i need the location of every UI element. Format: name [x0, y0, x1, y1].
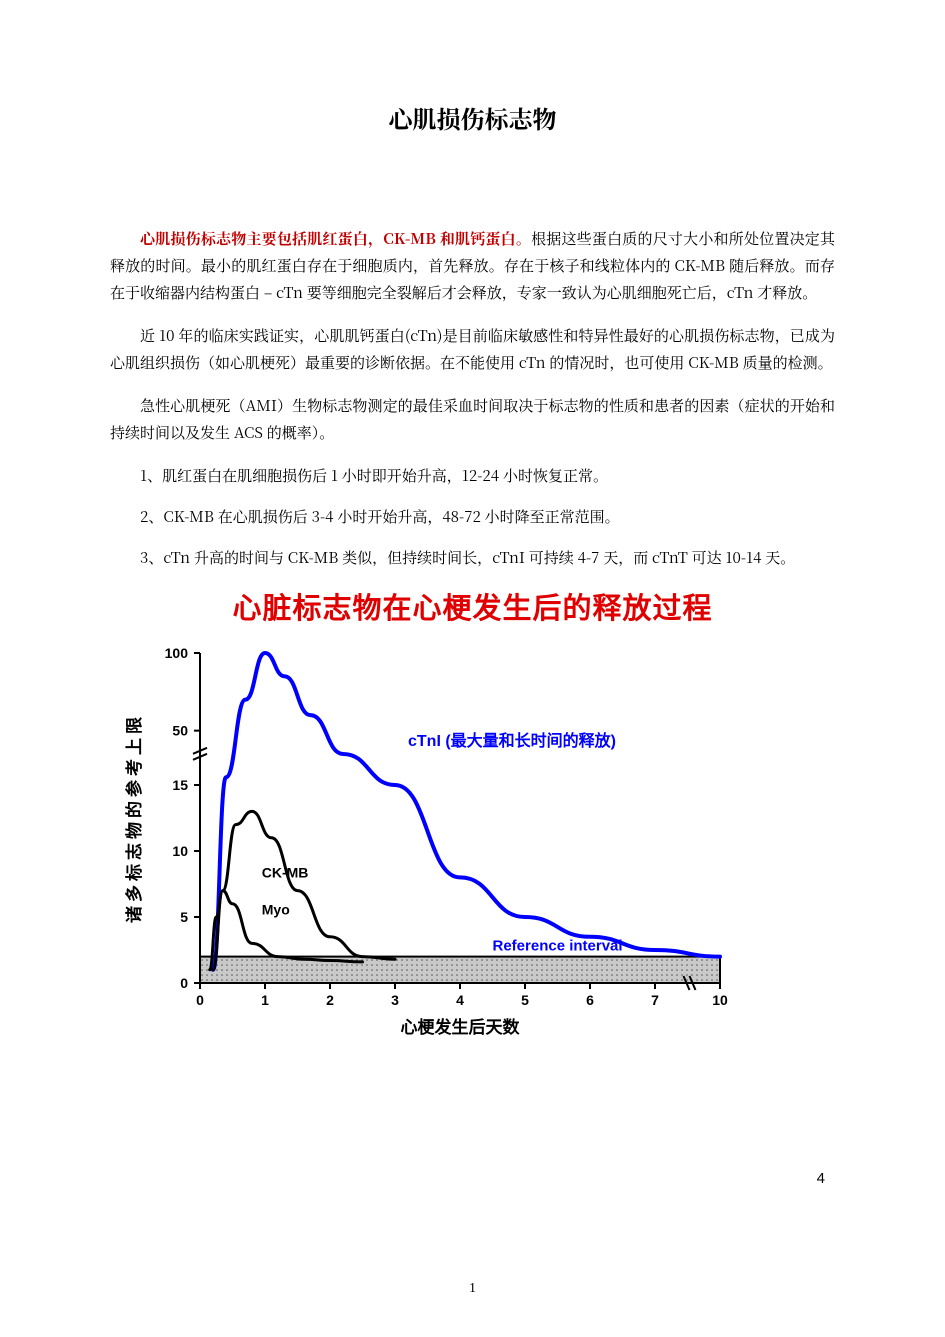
svg-text:Reference interval: Reference interval — [493, 938, 623, 955]
chart-container: 心脏标志物在心梗发生后的释放过程 012345671005101550100cT… — [110, 585, 835, 1068]
svg-text:诸多标志物的参考上限: 诸多标志物的参考上限 — [124, 713, 144, 923]
svg-text:100: 100 — [165, 645, 189, 661]
svg-text:4: 4 — [456, 992, 464, 1008]
paragraph-1: 心肌损伤标志物主要包括肌红蛋白，CK-MB 和肌钙蛋白。根据这些蛋白质的尺寸大小… — [110, 225, 835, 306]
svg-text:2: 2 — [326, 992, 334, 1008]
list-item-2: 2、CK-MB 在心肌损伤后 3-4 小时开始升高，48-72 小时降至正常范围… — [110, 503, 835, 530]
svg-text:0: 0 — [180, 975, 188, 991]
svg-text:10: 10 — [712, 992, 728, 1008]
svg-text:心梗发生后天数: 心梗发生后天数 — [401, 1017, 521, 1037]
svg-text:Myo: Myo — [262, 901, 290, 917]
list-item-1: 1、肌红蛋白在肌细胞损伤后 1 小时即开始升高，12-24 小时恢复正常。 — [110, 462, 835, 489]
paragraph-1-lead: 心肌损伤标志物主要包括肌红蛋白，CK-MB 和肌钙蛋白。 — [140, 228, 531, 249]
paragraph-3: 急性心肌梗死（AMI）生物标志物测定的最佳采血时间取决于标志物的性质和患者的因素… — [110, 392, 835, 446]
svg-text:10: 10 — [172, 843, 188, 859]
svg-text:15: 15 — [172, 777, 188, 793]
slide-number: 4 — [817, 1170, 825, 1187]
svg-text:7: 7 — [651, 992, 659, 1008]
list-item-3: 3、cTn 升高的时间与 CK-MB 类似，但持续时间长，cTnI 可持续 4-… — [110, 544, 835, 571]
svg-text:50: 50 — [172, 723, 188, 739]
paragraph-2: 近 10 年的临床实践证实，心肌肌钙蛋白(cTn)是目前临床敏感性和特异性最好的… — [110, 322, 835, 376]
page-number: 1 — [0, 1281, 945, 1297]
chart-title: 心脏标志物在心梗发生后的释放过程 — [110, 585, 835, 627]
svg-text:5: 5 — [180, 909, 188, 925]
svg-text:3: 3 — [391, 992, 399, 1008]
svg-text:6: 6 — [586, 992, 594, 1008]
svg-text:1: 1 — [261, 992, 269, 1008]
release-curve-chart: 012345671005101550100cTnI (最大量和长时间的释放)CK… — [110, 633, 750, 1063]
svg-text:CK-MB: CK-MB — [262, 864, 309, 880]
svg-text:5: 5 — [521, 992, 529, 1008]
svg-text:cTnI (最大量和长时间的释放): cTnI (最大量和长时间的释放) — [408, 731, 616, 750]
page-title: 心肌损伤标志物 — [110, 100, 835, 135]
svg-text:0: 0 — [196, 992, 204, 1008]
